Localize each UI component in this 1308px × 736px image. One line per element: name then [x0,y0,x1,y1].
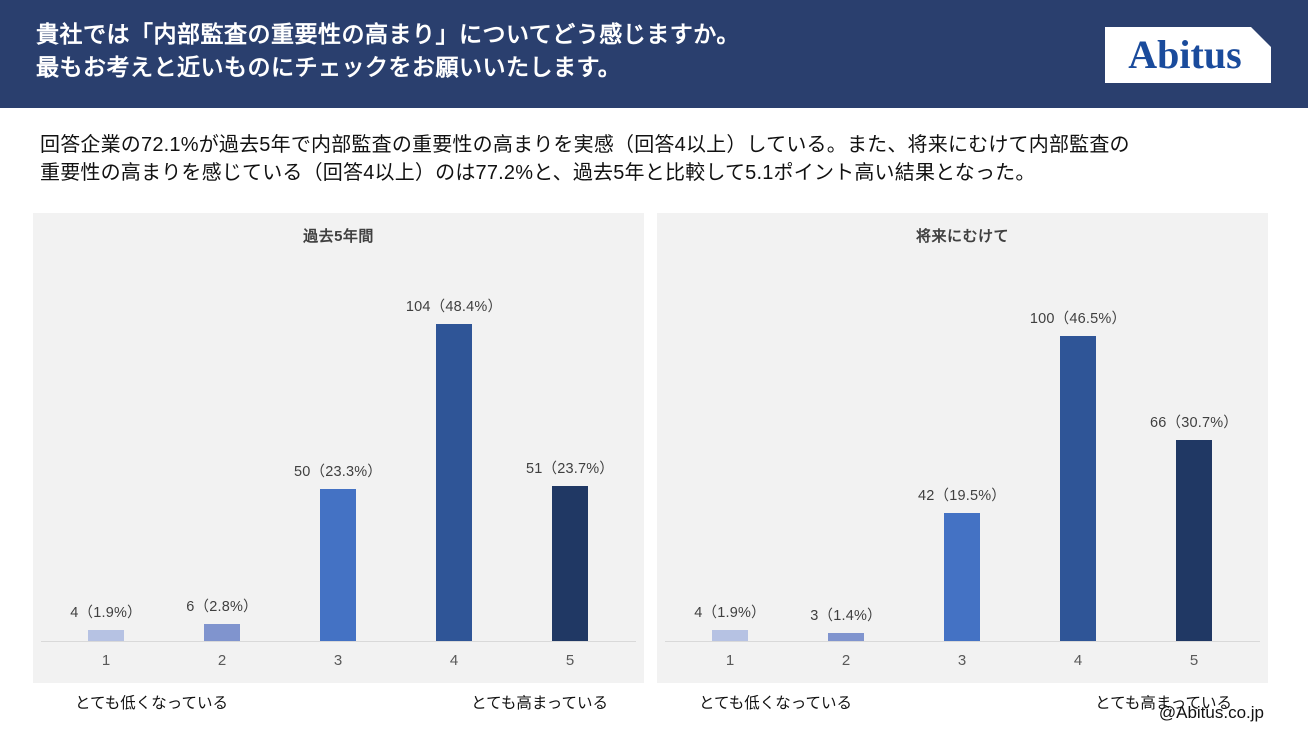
bar-column: 3（1.4%） [788,249,904,642]
question-title: 貴社では「内部監査の重要性の高まり」についてどう感じますか。 最もお考えと近いも… [36,18,740,84]
bar [712,630,748,642]
bar-column: 51（23.7%） [512,249,628,642]
summary-line1: 回答企業の72.1%が過去5年で内部監査の重要性の高まりを実感（回答4以上）して… [40,134,1130,156]
bar-column: 6（2.8%） [164,249,280,642]
summary-paragraph: 回答企業の72.1%が過去5年で内部監査の重要性の高まりを実感（回答4以上）して… [40,131,1280,187]
bar [436,324,472,642]
bar-data-label: 4（1.9%） [70,605,142,621]
bar-data-label: 66（30.7%） [1149,415,1239,431]
bar [88,630,124,642]
bar-data-label: 104（48.4%） [405,299,503,315]
bar [828,633,864,642]
charts-row: 過去5年間 4（1.9%） 6（2.8%） 50（23.3%） 104（48.4%） 5… [33,213,1275,713]
bar-column: 66（30.7%） [1136,249,1252,642]
axis-note-low: とても低くなっている [699,695,852,712]
axis-note-high: とても高まっている [1095,695,1232,712]
x-axis-line [665,641,1260,642]
x-axis-tick-label: 2 [841,652,851,669]
x-axis-tick-label: 4 [449,652,459,669]
bar [320,489,356,642]
plot-area: 4（1.9%） 3（1.4%） 42（19.5%） 100（46.5%） 66（30.7… [672,249,1252,642]
header-banner: 貴社では「内部監査の重要性の高まり」についてどう感じますか。 最もお考えと近いも… [0,0,1308,108]
bar-data-label: 42（19.5%） [917,488,1007,504]
bar [1176,440,1212,642]
axis-note-low: とても低くなっている [75,695,228,712]
bar [1060,336,1096,642]
x-axis-tick-label: 5 [1189,652,1199,669]
bar [204,624,240,642]
chart-for-the-future: 将来にむけて 4（1.9%） 3（1.4%） 42（19.5%） 100（46.5%）… [657,213,1268,713]
x-axis-tick-label: 2 [217,652,227,669]
bar-column: 4（1.9%） [672,249,788,642]
chart-title: 将来にむけて [915,228,1009,245]
bar-column: 104（48.4%） [396,249,512,642]
x-axis-tick-label: 3 [333,652,343,669]
chart-past-5-years-panel: 過去5年間 4（1.9%） 6（2.8%） 50（23.3%） 104（48.4%） 5… [33,213,644,683]
bar-data-label: 6（2.8%） [186,599,258,615]
x-axis-ticks: 1 2 3 4 5 [672,642,1252,683]
source-credit: @Abitus.co.jp [1158,703,1264,722]
x-axis-tick-label: 1 [101,652,111,669]
axis-notes: とても低くなっている とても高まっている [33,691,644,713]
chart-title: 過去5年間 [303,228,374,245]
bar-data-label: 4（1.9%） [694,605,766,621]
bar-data-label: 3（1.4%） [810,608,882,624]
chart-for-the-future-panel: 将来にむけて 4（1.9%） 3（1.4%） 42（19.5%） 100（46.5%）… [657,213,1268,683]
bar-column: 50（23.3%） [280,249,396,642]
x-axis-ticks: 1 2 3 4 5 [48,642,628,683]
x-axis-line [41,641,636,642]
bar-data-label: 51（23.7%） [525,461,615,477]
x-axis-tick-label: 3 [957,652,967,669]
bar [552,486,588,642]
axis-note-high: とても高まっている [471,695,608,712]
bar-column: 4（1.9%） [48,249,164,642]
plot-area: 4（1.9%） 6（2.8%） 50（23.3%） 104（48.4%） 51（23.7… [48,249,628,642]
x-axis-tick-label: 4 [1073,652,1083,669]
x-axis-tick-label: 5 [565,652,575,669]
axis-notes: とても低くなっている とても高まっている [657,691,1268,713]
bar-data-label: 100（46.5%） [1029,311,1127,327]
question-title-line2: 最もお考えと近いものにチェックをお願いいたします。 [36,54,622,80]
bar-column: 42（19.5%） [904,249,1020,642]
x-axis-tick-label: 1 [725,652,735,669]
question-title-line1: 貴社では「内部監査の重要性の高まり」についてどう感じますか。 [36,21,740,47]
chart-past-5-years: 過去5年間 4（1.9%） 6（2.8%） 50（23.3%） 104（48.4%） 5… [33,213,644,713]
bar [944,513,980,642]
abitus-logo: Abitus [1105,27,1271,83]
bar-data-label: 50（23.3%） [293,464,383,480]
summary-line2: 重要性の高まりを感じている（回答4以上）のは77.2%と、過去5年と比較して5.… [40,162,1036,184]
bar-column: 100（46.5%） [1020,249,1136,642]
abitus-logo-text: Abitus [1128,31,1242,77]
